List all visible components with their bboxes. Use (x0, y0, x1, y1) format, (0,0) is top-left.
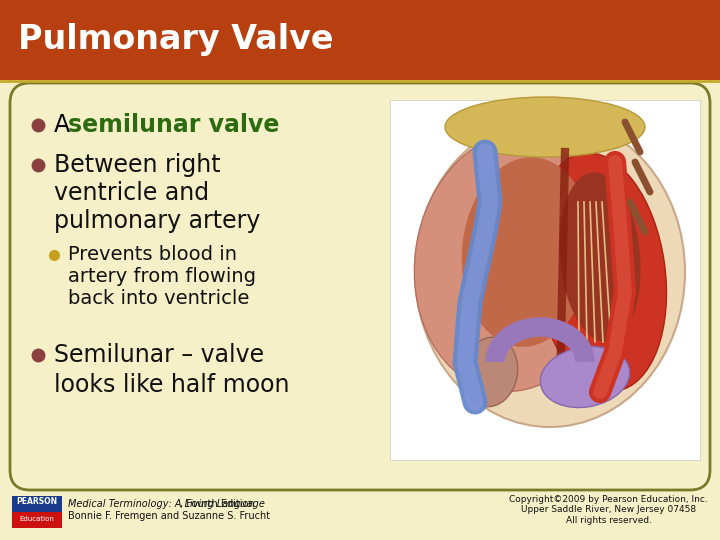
Text: ventricle and: ventricle and (54, 181, 209, 205)
Text: artery from flowing: artery from flowing (68, 267, 256, 287)
Text: A: A (54, 113, 78, 137)
Text: PEARSON: PEARSON (17, 497, 58, 507)
Ellipse shape (414, 132, 616, 392)
Text: , Fourth Edition: , Fourth Edition (180, 499, 254, 509)
Text: pulmonary artery: pulmonary artery (54, 209, 261, 233)
Ellipse shape (559, 172, 641, 342)
Bar (390, 100, 700, 460)
Text: back into ventricle: back into ventricle (68, 289, 249, 308)
Text: Medical Terminology: A Living Language: Medical Terminology: A Living Language (68, 499, 265, 509)
Text: Bonnie F. Fremgen and Suzanne S. Frucht: Bonnie F. Fremgen and Suzanne S. Frucht (68, 511, 270, 521)
Text: Copyright©2009 by Pearson Education, Inc.
Upper Saddle River, New Jersey 07458
A: Copyright©2009 by Pearson Education, Inc… (509, 495, 708, 525)
Bar (12, 512, 62, 528)
Text: looks like half moon: looks like half moon (54, 373, 289, 397)
Text: Between right: Between right (54, 153, 220, 177)
Ellipse shape (415, 117, 685, 427)
Ellipse shape (462, 337, 518, 407)
Ellipse shape (462, 157, 593, 347)
Text: semilunar valve: semilunar valve (68, 113, 279, 137)
Text: Semilunar – valve: Semilunar – valve (54, 343, 264, 367)
Text: Prevents blood in: Prevents blood in (68, 246, 237, 265)
Bar (12, 496, 62, 512)
Text: Pulmonary Valve: Pulmonary Valve (18, 24, 333, 57)
Text: Education: Education (19, 516, 55, 522)
Ellipse shape (445, 97, 645, 157)
Ellipse shape (541, 347, 629, 408)
Ellipse shape (534, 153, 667, 391)
Bar (0, 0, 720, 80)
FancyBboxPatch shape (10, 83, 710, 490)
